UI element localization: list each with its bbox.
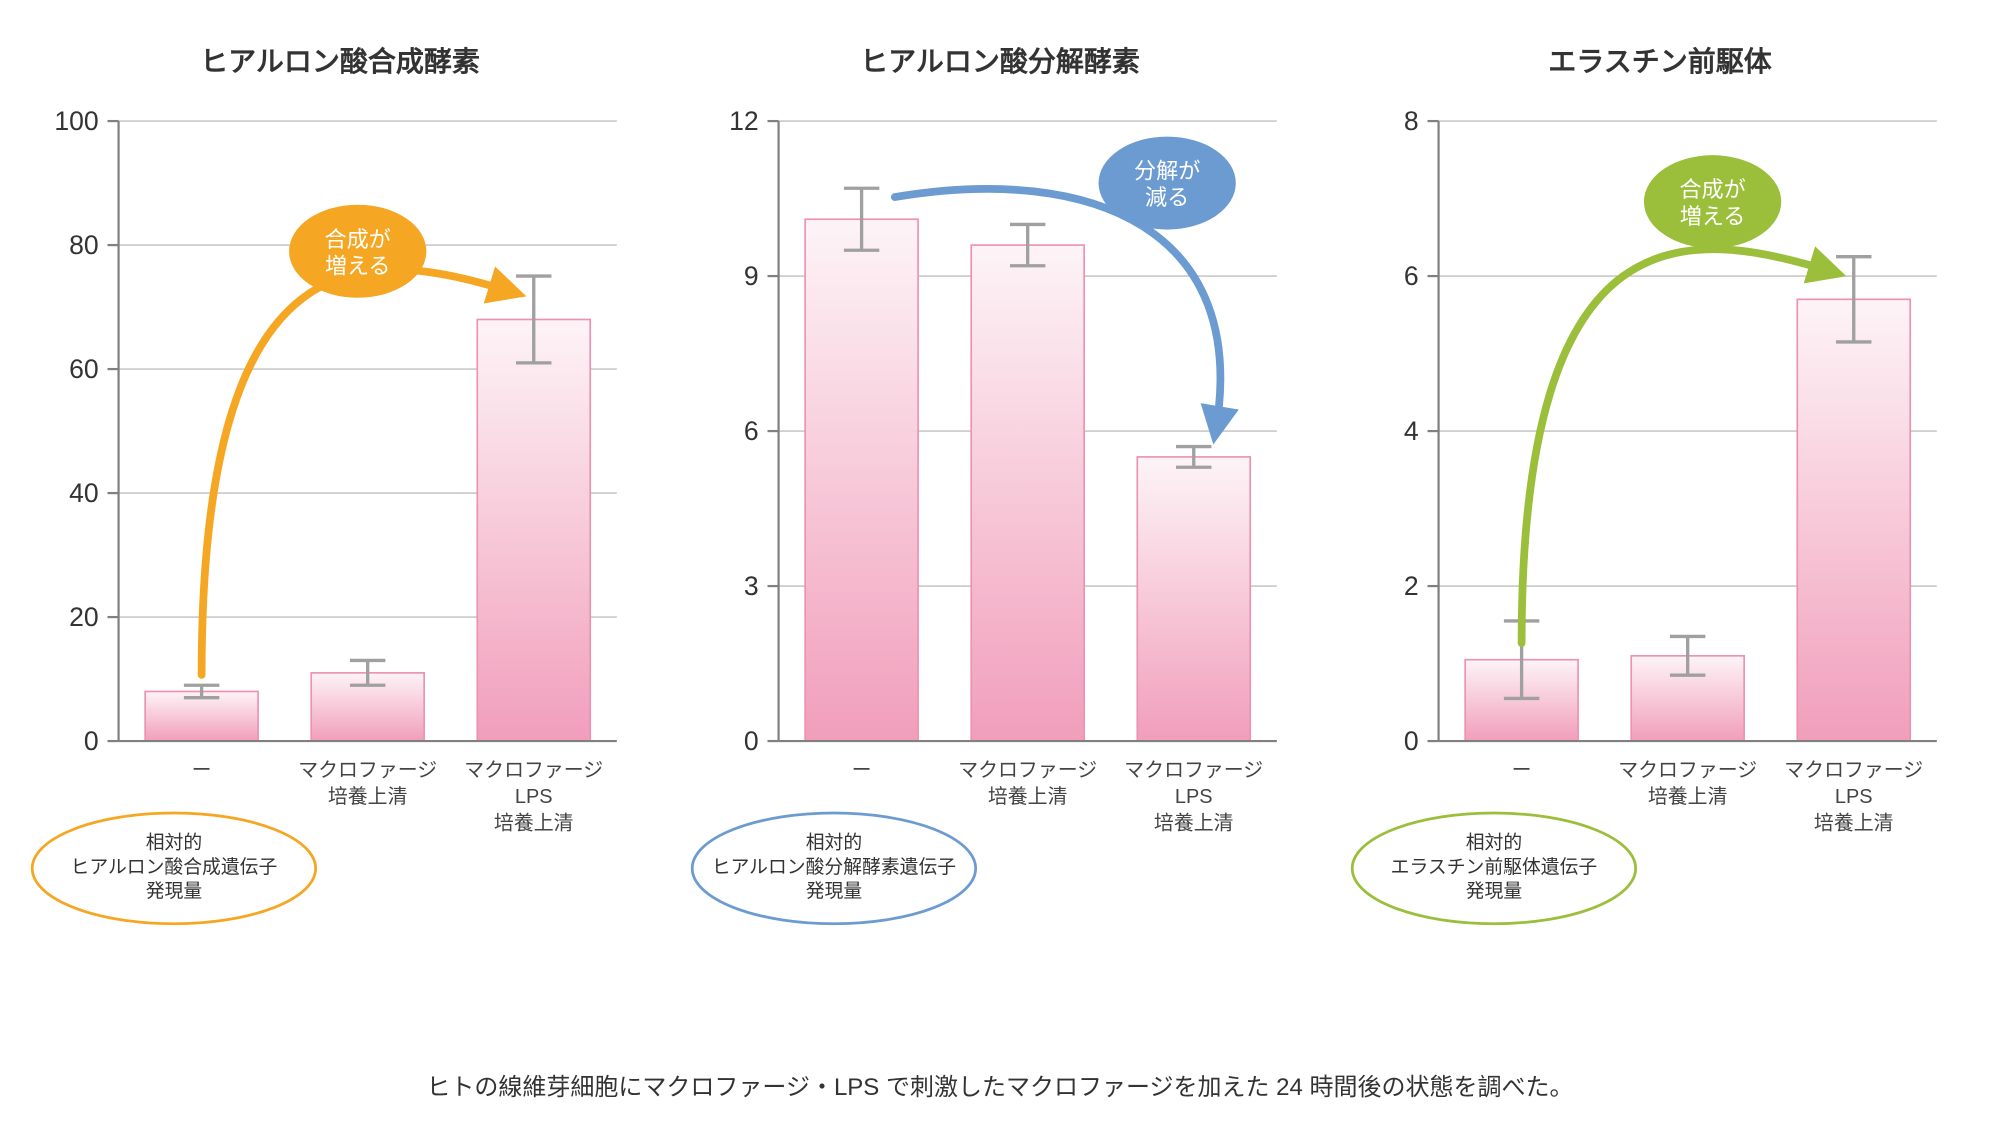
- ylabel-text: ヒアルロン酸合成遺伝子: [71, 856, 278, 877]
- figure-caption: ヒトの線維芽細胞にマクロファージ・LPS で刺激したマクロファージを加えた 24…: [30, 1067, 1970, 1102]
- x-category-label: 培養上清: [988, 785, 1068, 808]
- x-category-label: LPS: [1175, 786, 1213, 808]
- ylabel-text: エラスチン前駆体遺伝子: [1391, 856, 1598, 877]
- y-tick-label: 60: [69, 354, 99, 384]
- x-category-label: 培養上清: [1648, 785, 1728, 808]
- bar: [477, 319, 590, 741]
- panels-row: ヒアルロン酸合成酵素020406080100合成が増えるーマクロファージ培養上清…: [30, 40, 1970, 1007]
- chart-panel: ヒアルロン酸合成酵素020406080100合成が増えるーマクロファージ培養上清…: [30, 40, 650, 1007]
- y-tick-label: 0: [1404, 726, 1419, 756]
- badge-text: 合成が: [325, 227, 391, 252]
- y-tick-label: 80: [69, 230, 99, 260]
- x-category-label: マクロファージ: [1784, 758, 1923, 781]
- y-tick-label: 6: [1404, 261, 1419, 291]
- badge-text: 減る: [1145, 185, 1189, 210]
- badge-text: 増える: [1680, 204, 1746, 229]
- badge-text: 増える: [325, 253, 391, 278]
- x-category-label: LPS: [1835, 786, 1873, 808]
- ylabel-text: 発現量: [1466, 880, 1522, 901]
- x-category-label: 培養上清: [494, 812, 574, 835]
- bar-chart: 02468合成が増えるーマクロファージ培養上清マクロファージLPS培養上清相対的…: [1350, 110, 1970, 1007]
- x-category-label: マクロファージ: [464, 758, 603, 781]
- x-category-label: 培養上清: [1814, 812, 1894, 835]
- y-tick-label: 6: [744, 416, 759, 446]
- y-tick-label: 100: [54, 110, 98, 136]
- badge-text: 合成が: [1679, 177, 1745, 202]
- y-tick-label: 0: [84, 726, 99, 756]
- x-category-label: ー: [1512, 759, 1532, 781]
- ylabel-text: 発現量: [146, 880, 202, 901]
- panel-title: エラスチン前駆体: [1548, 40, 1771, 80]
- trend-arrow: [202, 270, 512, 675]
- x-category-label: マクロファージ: [1618, 758, 1757, 781]
- x-category-label: 培養上清: [328, 785, 408, 808]
- panel-title: ヒアルロン酸分解酵素: [860, 40, 1140, 80]
- y-tick-label: 4: [1404, 416, 1419, 446]
- x-category-label: LPS: [515, 786, 553, 808]
- bar-chart: 020406080100合成が増えるーマクロファージ培養上清マクロファージLPS…: [30, 110, 650, 1007]
- x-category-label: ー: [192, 759, 212, 781]
- ylabel-text: 相対的: [146, 831, 202, 852]
- x-category-label: ー: [852, 759, 872, 781]
- y-tick-label: 40: [69, 478, 99, 508]
- ylabel-text: ヒアルロン酸分解酵素遺伝子: [712, 856, 956, 877]
- panel-title: ヒアルロン酸合成酵素: [200, 40, 480, 80]
- x-category-label: マクロファージ: [958, 758, 1097, 781]
- y-tick-label: 3: [744, 571, 759, 601]
- bar: [1137, 457, 1250, 741]
- y-tick-label: 9: [744, 261, 759, 291]
- bar: [805, 219, 918, 741]
- chart-panel: エラスチン前駆体02468合成が増えるーマクロファージ培養上清マクロファージLP…: [1350, 40, 1970, 1007]
- x-category-label: 培養上清: [1154, 812, 1234, 835]
- badge-text: 分解が: [1134, 159, 1200, 184]
- y-tick-label: 20: [69, 602, 99, 632]
- ylabel-text: 発現量: [806, 880, 862, 901]
- trend-arrow: [1522, 249, 1832, 643]
- bar-chart: 036912分解が減るーマクロファージ培養上清マクロファージLPS培養上清相対的…: [690, 110, 1310, 1007]
- y-tick-label: 0: [744, 726, 759, 756]
- y-tick-label: 12: [729, 110, 759, 136]
- y-tick-label: 2: [1404, 571, 1419, 601]
- x-category-label: マクロファージ: [298, 758, 437, 781]
- ylabel-text: 相対的: [1466, 831, 1522, 852]
- bar: [971, 245, 1084, 741]
- x-category-label: マクロファージ: [1124, 758, 1263, 781]
- chart-panel: ヒアルロン酸分解酵素036912分解が減るーマクロファージ培養上清マクロファージ…: [690, 40, 1310, 1007]
- bar: [1797, 299, 1910, 741]
- ylabel-text: 相対的: [806, 831, 862, 852]
- y-tick-label: 8: [1404, 110, 1419, 136]
